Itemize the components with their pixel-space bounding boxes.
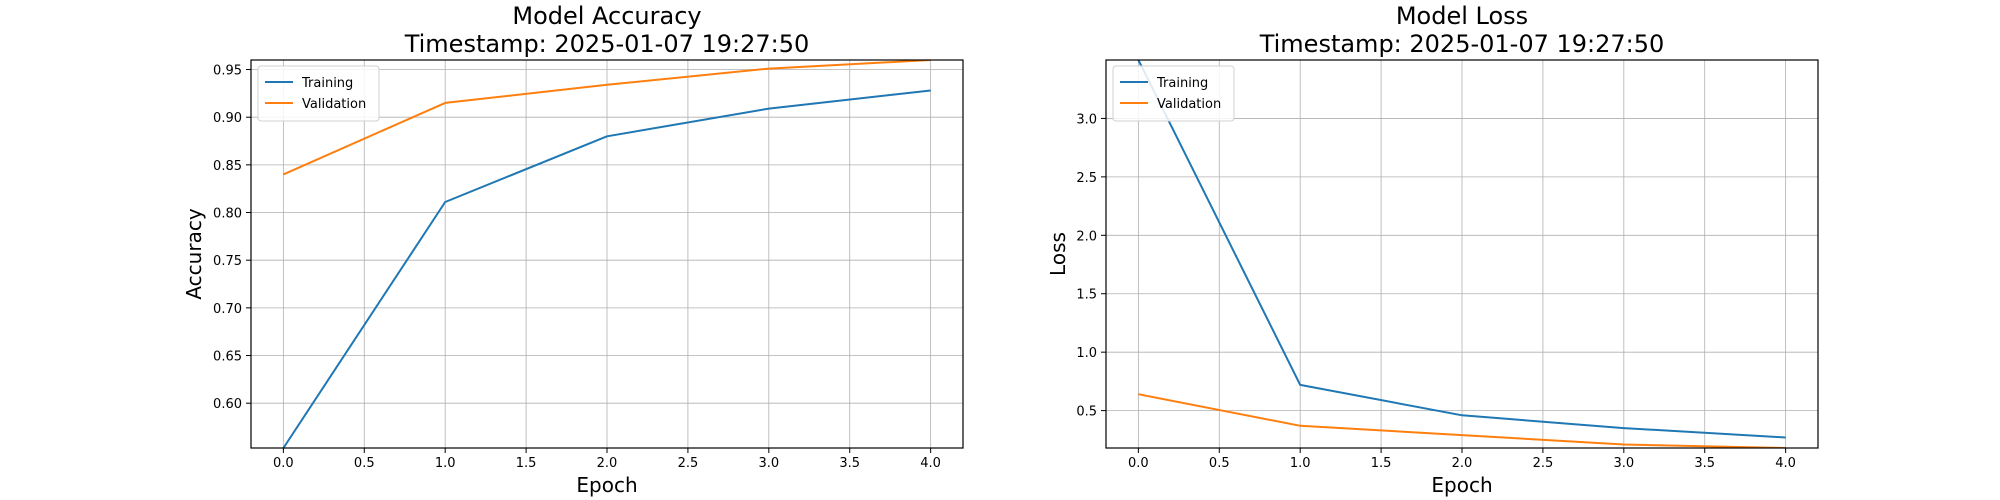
accuracy-y-tick-label: 0.65 <box>213 350 242 365</box>
loss-series <box>1137 60 1786 448</box>
accuracy-y-tick-label: 0.95 <box>213 64 242 79</box>
accuracy-legend-label-training: Training <box>301 76 353 91</box>
loss-legend-label-training: Training <box>1156 76 1208 91</box>
accuracy-y-tick-label: 0.85 <box>213 159 242 174</box>
accuracy-x-axis-label: Epoch <box>576 473 637 497</box>
accuracy-chart-subtitle: Timestamp: 2025-01-07 19:27:50 <box>404 30 810 58</box>
loss-x-axis-label: Epoch <box>1431 473 1492 497</box>
accuracy-x-tick-label: 4.0 <box>920 456 941 471</box>
loss-x-tick-label: 3.0 <box>1613 456 1634 471</box>
accuracy-x-tick-label: 2.5 <box>678 456 699 471</box>
accuracy-series <box>282 60 931 448</box>
accuracy-x-tick-label: 0.5 <box>354 456 375 471</box>
accuracy-legend-box <box>257 65 380 122</box>
accuracy-legend-label-validation: Validation <box>302 97 366 112</box>
loss-y-tick-label: 1.5 <box>1076 288 1097 303</box>
loss-y-tick-label: 0.5 <box>1076 405 1097 420</box>
loss-grid <box>1106 60 1818 448</box>
accuracy-x-tick-label: 0.0 <box>273 456 294 471</box>
accuracy-y-tick-label: 0.70 <box>213 302 242 317</box>
accuracy-chart: Model Accuracy Timestamp: 2025-01-07 19:… <box>182 2 964 497</box>
accuracy-legend: Training Validation <box>257 65 380 122</box>
loss-legend: Training Validation <box>1112 65 1235 122</box>
loss-x-tick-label: 1.5 <box>1371 456 1392 471</box>
loss-chart-title: Model Loss <box>1396 2 1528 30</box>
loss-y-tick-label: 2.5 <box>1076 171 1097 186</box>
accuracy-x-tick-label: 2.0 <box>597 456 618 471</box>
accuracy-x-tick-label: 1.5 <box>516 456 537 471</box>
loss-x-tick-label: 3.5 <box>1694 456 1715 471</box>
loss-x-tick-label: 2.0 <box>1452 456 1473 471</box>
loss-validation-line <box>1138 393 1786 448</box>
loss-legend-label-validation: Validation <box>1157 97 1221 112</box>
accuracy-x-tick-label: 3.5 <box>839 456 860 471</box>
loss-chart: Model Loss Timestamp: 2025-01-07 19:27:5… <box>1046 2 1819 497</box>
loss-y-tick-label: 2.0 <box>1076 229 1097 244</box>
loss-x-tick-label: 4.0 <box>1775 456 1796 471</box>
loss-ticks: 0.0 0.5 1.0 1.5 2.0 2.5 3.0 3.5 4.0 0.5 1.0 1.5 2.0 2… <box>1076 112 1796 471</box>
loss-legend-box <box>1112 65 1235 122</box>
loss-x-tick-label: 0.0 <box>1128 456 1149 471</box>
accuracy-chart-title: Model Accuracy <box>512 2 701 30</box>
loss-training-line <box>1137 60 1786 439</box>
accuracy-ticks: 0.0 0.5 1.0 1.5 2.0 2.5 3.0 3.5 4.0 0.60 0.65 0.70 0… <box>213 64 941 471</box>
loss-y-tick-label: 1.0 <box>1076 346 1097 361</box>
accuracy-grid <box>251 60 963 448</box>
accuracy-y-tick-label: 0.60 <box>213 397 242 412</box>
loss-y-tick-label: 3.0 <box>1076 112 1097 127</box>
accuracy-y-tick-label: 0.75 <box>213 254 242 269</box>
accuracy-x-tick-label: 1.0 <box>435 456 456 471</box>
accuracy-y-tick-label: 0.90 <box>213 111 242 126</box>
loss-chart-subtitle: Timestamp: 2025-01-07 19:27:50 <box>1259 30 1665 58</box>
loss-x-tick-label: 0.5 <box>1209 456 1230 471</box>
accuracy-training-line <box>282 89 931 448</box>
loss-x-tick-label: 1.0 <box>1290 456 1311 471</box>
loss-x-tick-label: 2.5 <box>1533 456 1554 471</box>
loss-y-axis-label: Loss <box>1046 232 1070 276</box>
accuracy-x-tick-label: 3.0 <box>758 456 779 471</box>
accuracy-y-axis-label: Accuracy <box>182 208 206 299</box>
accuracy-validation-line <box>282 60 931 176</box>
accuracy-y-tick-label: 0.80 <box>213 207 242 222</box>
